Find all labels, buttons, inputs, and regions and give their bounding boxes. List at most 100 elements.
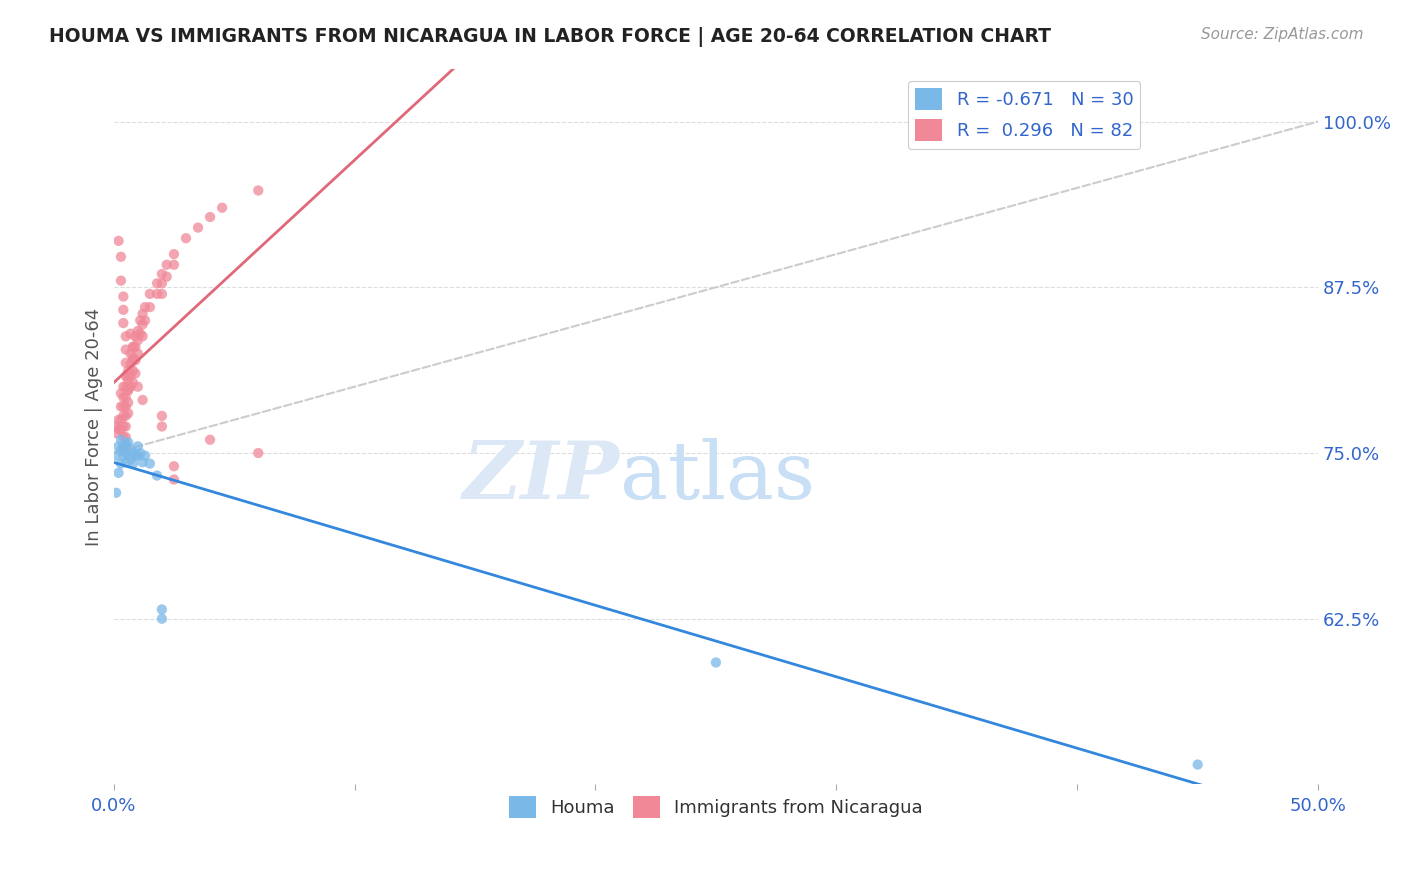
Point <box>150 419 173 434</box>
Point <box>122 446 145 460</box>
Text: HOUMA VS IMMIGRANTS FROM NICARAGUA IN LABOR FORCE | AGE 20-64 CORRELATION CHART: HOUMA VS IMMIGRANTS FROM NICARAGUA IN LA… <box>49 27 1052 46</box>
Point <box>122 340 145 354</box>
Point <box>146 277 169 291</box>
Point <box>150 602 173 616</box>
Text: ZIP: ZIP <box>463 438 620 516</box>
Point <box>131 392 153 407</box>
Point <box>117 373 139 387</box>
Point <box>114 329 136 343</box>
Point <box>114 343 136 357</box>
Point <box>110 250 132 264</box>
Point <box>134 313 156 327</box>
Point <box>105 485 128 500</box>
Point <box>120 357 142 371</box>
Point <box>122 457 145 471</box>
Point <box>114 439 136 453</box>
Point <box>114 409 136 423</box>
Point <box>163 247 186 261</box>
Point <box>105 449 128 463</box>
Point <box>156 258 179 272</box>
Point <box>110 400 132 414</box>
Point <box>156 269 179 284</box>
Point <box>127 449 149 463</box>
Point <box>114 446 136 460</box>
Point <box>187 220 209 235</box>
Point <box>163 473 186 487</box>
Point <box>247 446 270 460</box>
Point <box>122 351 145 365</box>
Point <box>112 430 135 444</box>
Point <box>134 449 156 463</box>
Point <box>112 439 135 453</box>
Point <box>110 422 132 436</box>
Point <box>117 406 139 420</box>
Point <box>150 277 173 291</box>
Point <box>127 380 149 394</box>
Point <box>211 201 233 215</box>
Point <box>114 356 136 370</box>
Point <box>163 459 186 474</box>
Point <box>247 184 270 198</box>
Point <box>150 409 173 423</box>
Point <box>124 353 146 368</box>
Point <box>107 422 129 436</box>
Point <box>107 439 129 453</box>
Text: Source: ZipAtlas.com: Source: ZipAtlas.com <box>1201 27 1364 42</box>
Point <box>114 419 136 434</box>
Point <box>122 353 145 368</box>
Point <box>139 457 162 471</box>
Point <box>117 435 139 450</box>
Point <box>120 452 142 467</box>
Point <box>146 286 169 301</box>
Point <box>110 433 132 447</box>
Point <box>131 318 153 332</box>
Point <box>134 300 156 314</box>
Legend: Houma, Immigrants from Nicaragua: Houma, Immigrants from Nicaragua <box>502 789 931 825</box>
Point <box>105 426 128 441</box>
Point <box>150 612 173 626</box>
Point <box>124 367 146 381</box>
Point <box>120 380 142 394</box>
Y-axis label: In Labor Force | Age 20-64: In Labor Force | Age 20-64 <box>86 308 103 546</box>
Point <box>139 300 162 314</box>
Point <box>114 390 136 404</box>
Point <box>124 329 146 343</box>
Point <box>129 446 152 460</box>
Point <box>127 334 149 348</box>
Point <box>114 430 136 444</box>
Point <box>110 386 132 401</box>
Point <box>129 326 152 341</box>
Point <box>112 390 135 404</box>
Point <box>120 369 142 384</box>
Point <box>117 395 139 409</box>
Point <box>127 439 149 453</box>
Point <box>120 442 142 456</box>
Point <box>131 329 153 343</box>
Point <box>114 455 136 469</box>
Point <box>131 455 153 469</box>
Point <box>146 468 169 483</box>
Point <box>107 413 129 427</box>
Point <box>112 400 135 414</box>
Point <box>114 400 136 414</box>
Point <box>704 656 727 670</box>
Point <box>120 326 142 341</box>
Point <box>198 433 221 447</box>
Point <box>117 364 139 378</box>
Point <box>122 376 145 390</box>
Point <box>117 382 139 396</box>
Point <box>198 210 221 224</box>
Point <box>127 346 149 360</box>
Text: atlas: atlas <box>620 438 814 516</box>
Point <box>110 274 132 288</box>
Point <box>110 457 132 471</box>
Point <box>1187 757 1209 772</box>
Point <box>122 364 145 378</box>
Point <box>150 267 173 281</box>
Point <box>110 443 132 458</box>
Point <box>107 234 129 248</box>
Point <box>110 413 132 427</box>
Point <box>131 307 153 321</box>
Point <box>114 380 136 394</box>
Point <box>117 369 139 384</box>
